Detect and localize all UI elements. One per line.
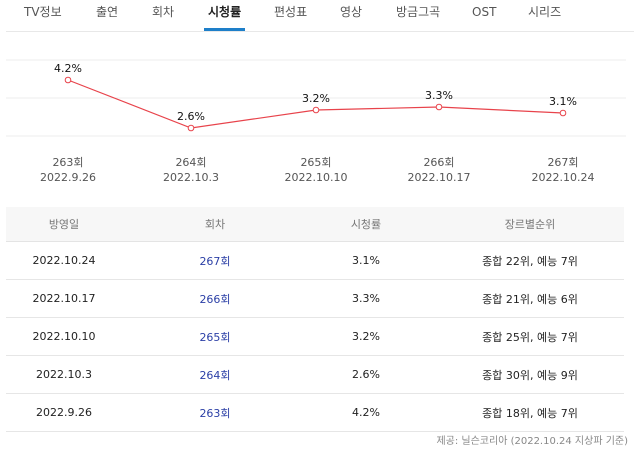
cell-rating: 3.2% <box>352 330 380 343</box>
rating-point <box>435 103 443 111</box>
episode-link[interactable]: 264회 <box>199 368 231 382</box>
cell-rank: 종합 18위, 예능 7위 <box>482 406 578 420</box>
ratings-line-chart: 4.2% 263회 2022.9.26 2.6% 264회 2022.10.3 3.2% 26… <box>6 59 626 184</box>
cell-rank: 종합 25위, 예능 7위 <box>482 330 578 344</box>
x-tick-episode: 265회 <box>300 156 331 169</box>
x-tick-episode: 266회 <box>423 156 454 169</box>
episode-link[interactable]: 263회 <box>199 406 231 420</box>
table-row: 2022.9.26 263회 4.2% 종합 18위, 예능 7위 <box>6 394 624 432</box>
x-tick-episode: 263회 <box>52 156 83 169</box>
table-row: 2022.10.24 267회 3.1% 종합 22위, 예능 7위 <box>6 242 624 280</box>
cell-date: 2022.10.17 <box>32 292 96 305</box>
rating-point <box>64 76 72 84</box>
episode-link[interactable]: 267회 <box>199 254 231 268</box>
episode-link[interactable]: 266회 <box>199 292 231 306</box>
table-row: 2022.10.3 264회 2.6% 종합 30위, 예능 9위 <box>6 356 624 394</box>
episode-link[interactable]: 265회 <box>199 330 231 344</box>
x-tick-date: 2022.10.17 <box>408 171 471 184</box>
tab-bar: TV정보 출연 회차 시청률 편성표 영상 방금그곡 OST 시리즈 <box>0 0 640 32</box>
cell-date: 2022.10.10 <box>32 330 96 343</box>
table-header: 방영일 회차 시청률 장르별순위 <box>6 207 624 242</box>
rating-point <box>559 109 567 117</box>
tab-episodes[interactable]: 회차 <box>152 5 175 19</box>
rating-value-label: 2.6% <box>177 110 205 123</box>
cell-rank: 종합 21위, 예능 6위 <box>482 292 578 306</box>
x-tick-date: 2022.9.26 <box>40 171 96 184</box>
cell-rank: 종합 30위, 예능 9위 <box>482 368 578 382</box>
x-tick-date: 2022.10.3 <box>163 171 219 184</box>
tab-series[interactable]: 시리즈 <box>528 5 562 19</box>
tab-videos[interactable]: 영상 <box>340 5 363 19</box>
tab-cast[interactable]: 출연 <box>96 5 119 19</box>
tab-ost[interactable]: OST <box>472 5 497 19</box>
table-row: 2022.10.17 266회 3.3% 종합 21위, 예능 6위 <box>6 280 624 318</box>
header-rating: 시청률 <box>350 218 382 231</box>
cell-rank: 종합 22위, 예능 7위 <box>482 254 578 268</box>
active-tab-indicator <box>204 28 246 31</box>
rating-value-label: 3.3% <box>425 89 453 102</box>
cell-date: 2022.9.26 <box>36 406 92 419</box>
cell-rating: 2.6% <box>352 368 380 381</box>
tab-songs[interactable]: 방금그곡 <box>396 5 441 19</box>
rating-value-label: 4.2% <box>54 62 82 75</box>
tab-tv-info[interactable]: TV정보 <box>24 5 62 19</box>
cell-date: 2022.10.24 <box>32 254 96 267</box>
x-tick-date: 2022.10.24 <box>532 171 595 184</box>
header-episode: 회차 <box>204 218 226 231</box>
tab-ratings[interactable]: 시청률 <box>204 0 246 32</box>
rating-value-label: 3.2% <box>302 92 330 105</box>
cell-date: 2022.10.3 <box>36 368 92 381</box>
cell-rating: 4.2% <box>352 406 380 419</box>
x-tick-episode: 264회 <box>175 156 206 169</box>
header-genre-rank: 장르별순위 <box>504 218 556 231</box>
tab-schedule[interactable]: 편성표 <box>274 5 308 19</box>
tab-divider <box>6 31 634 32</box>
data-source-note: 제공: 닐슨코리아 (2022.10.24 지상파 기준) <box>436 436 628 447</box>
rating-value-label: 3.1% <box>549 95 577 108</box>
header-air-date: 방영일 <box>48 218 80 231</box>
rating-point <box>312 106 320 114</box>
ratings-table: 방영일 회차 시청률 장르별순위 2022.10.24 267회 3.1% 종합… <box>6 207 624 432</box>
x-tick-date: 2022.10.10 <box>285 171 348 184</box>
x-tick-episode: 267회 <box>547 156 578 169</box>
cell-rating: 3.3% <box>352 292 380 305</box>
rating-point <box>187 124 195 132</box>
cell-rating: 3.1% <box>352 254 380 267</box>
table-row: 2022.10.10 265회 3.2% 종합 25위, 예능 7위 <box>6 318 624 356</box>
